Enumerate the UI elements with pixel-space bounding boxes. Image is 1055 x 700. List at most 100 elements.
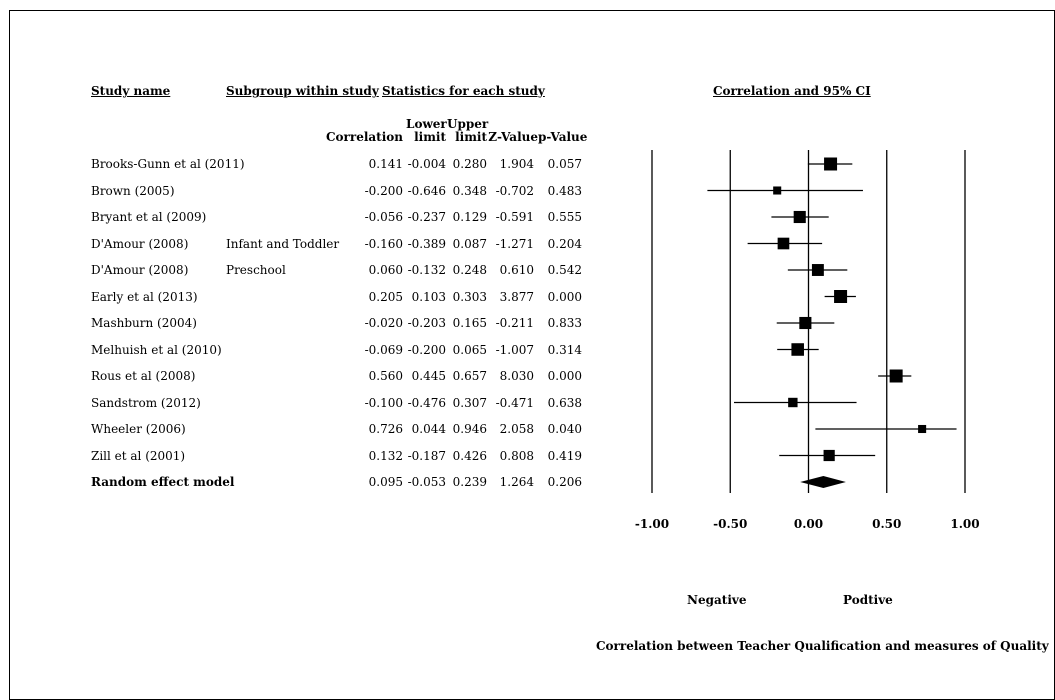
row-p-value: 0.483 <box>547 183 582 198</box>
row-upper-limit: 0.307 <box>452 395 487 410</box>
header-study-name: Study name <box>91 84 171 98</box>
row-lower-limit: 0.044 <box>411 422 446 436</box>
x-tick-label: 1.00 <box>950 517 980 531</box>
row-correlation: 0.141 <box>368 157 403 171</box>
row-p-value: 0.542 <box>547 263 582 277</box>
row-upper-limit: 0.348 <box>452 183 487 198</box>
header-plot-title: Correlation and 95% CI <box>713 84 871 98</box>
effect-size-marker <box>793 210 806 224</box>
effect-size-marker <box>791 343 804 356</box>
direction-label-positive: Podtive <box>843 593 893 607</box>
row-upper-limit: 0.280 <box>452 157 487 171</box>
col-lower-top: Lower <box>406 117 447 131</box>
col-correlation: Correlation <box>326 130 403 144</box>
col-upper-top: Upper <box>447 117 489 131</box>
row-study-name: Melhuish et al (2010) <box>91 342 222 357</box>
header-statistics: Statistics for each study <box>382 84 545 98</box>
row-lower-limit: -0.237 <box>407 210 446 224</box>
row-p-value: 0.419 <box>547 448 582 463</box>
row-correlation: -0.069 <box>364 342 403 357</box>
row-study-name: Bryant et al (2009) <box>91 210 207 224</box>
effect-size-marker <box>799 316 812 330</box>
row-p-value: 0.833 <box>547 316 582 330</box>
row-upper-limit: 0.426 <box>452 448 487 463</box>
row-study-name: Brooks-Gunn et al (2011) <box>91 157 245 171</box>
row-p-value: 0.000 <box>547 369 582 383</box>
row-study-name: Zill et al (2001) <box>91 448 186 463</box>
summary-upper-limit: 0.239 <box>452 475 487 489</box>
row-lower-limit: -0.200 <box>407 342 446 357</box>
summary-p-value: 0.206 <box>547 475 582 489</box>
row-correlation: 0.205 <box>368 289 403 304</box>
x-tick-label: -0.50 <box>713 517 748 531</box>
row-upper-limit: 0.303 <box>452 289 487 304</box>
effect-size-marker <box>889 369 903 383</box>
row-study-name: Wheeler (2006) <box>91 422 186 436</box>
row-correlation: -0.020 <box>364 316 403 330</box>
row-correlation: -0.200 <box>364 183 403 198</box>
row-subgroup: Preschool <box>226 263 286 277</box>
row-correlation: -0.100 <box>364 395 403 410</box>
effect-size-marker <box>773 186 782 195</box>
row-p-value: 0.057 <box>547 157 582 171</box>
row-z-value: 0.610 <box>499 263 534 277</box>
row-upper-limit: 0.065 <box>452 342 487 357</box>
row-p-value: 0.314 <box>547 342 582 357</box>
row-upper-limit: 0.657 <box>452 369 487 383</box>
col-zvalue: Z-Value <box>488 130 538 144</box>
row-study-name: D'Amour (2008) <box>91 263 189 277</box>
row-lower-limit: -0.476 <box>407 395 446 410</box>
row-correlation: -0.056 <box>364 210 403 224</box>
row-z-value: 1.904 <box>499 157 534 171</box>
x-tick-label: 0.00 <box>793 517 824 531</box>
row-correlation: 0.560 <box>368 369 403 383</box>
col-pvalue: p-Value <box>538 130 588 144</box>
row-upper-limit: 0.087 <box>452 236 487 251</box>
summary-correlation: 0.095 <box>368 475 403 489</box>
row-correlation: 0.060 <box>368 263 403 277</box>
row-correlation: -0.160 <box>364 236 403 251</box>
row-lower-limit: 0.445 <box>411 369 446 383</box>
row-study-name: Early et al (2013) <box>91 289 198 304</box>
row-upper-limit: 0.248 <box>452 263 487 277</box>
header-subgroup: Subgroup within study <box>226 84 379 98</box>
row-p-value: 0.204 <box>547 236 582 251</box>
effect-size-marker <box>777 237 790 250</box>
x-tick-label: 0.50 <box>872 517 902 531</box>
row-z-value: 8.030 <box>499 369 534 383</box>
row-p-value: 0.555 <box>547 210 582 224</box>
x-tick-label: -1.00 <box>634 517 670 531</box>
row-upper-limit: 0.129 <box>452 210 487 224</box>
row-p-value: 0.040 <box>547 422 582 436</box>
effect-size-marker <box>834 290 848 303</box>
row-lower-limit: -0.389 <box>407 236 446 251</box>
effect-size-marker <box>918 424 927 434</box>
row-z-value: 3.877 <box>499 289 534 304</box>
row-upper-limit: 0.946 <box>452 422 487 436</box>
row-lower-limit: 0.103 <box>411 289 446 304</box>
summary-z-value: 1.264 <box>499 475 534 489</box>
row-z-value: -1.271 <box>495 236 534 251</box>
row-lower-limit: -0.187 <box>407 448 446 463</box>
row-subgroup: Infant and Toddler <box>226 236 340 251</box>
row-p-value: 0.638 <box>547 395 582 410</box>
effect-size-marker <box>823 449 835 462</box>
summary-diamond <box>800 476 846 488</box>
row-correlation: 0.726 <box>368 422 403 436</box>
row-z-value: 0.808 <box>499 448 534 463</box>
summary-study-name: Random effect model <box>91 475 235 489</box>
row-correlation: 0.132 <box>368 448 403 463</box>
row-z-value: -0.591 <box>495 210 534 224</box>
row-study-name: D'Amour (2008) <box>91 236 189 251</box>
x-axis-label: Correlation between Teacher Qualificatio… <box>596 639 1049 653</box>
direction-label-negative: Negative <box>687 593 747 607</box>
row-z-value: 2.058 <box>499 422 534 436</box>
row-lower-limit: -0.646 <box>407 183 446 198</box>
effect-size-marker <box>788 397 798 408</box>
effect-size-marker <box>811 264 824 276</box>
col-lower-bottom: limit <box>414 130 446 144</box>
row-study-name: Rous et al (2008) <box>91 369 196 383</box>
row-p-value: 0.000 <box>547 289 582 304</box>
row-lower-limit: -0.203 <box>407 316 446 330</box>
